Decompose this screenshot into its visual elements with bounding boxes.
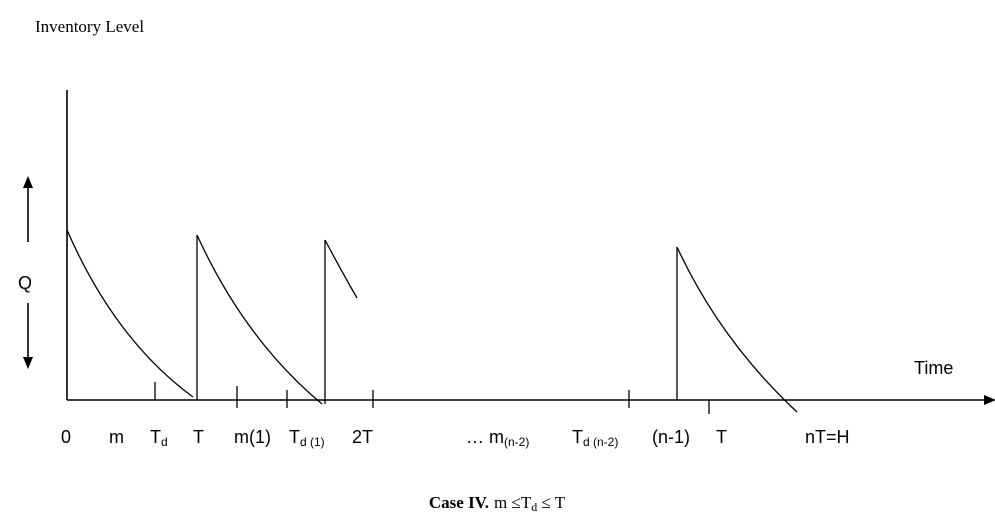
caption-condition-sub: d	[531, 500, 537, 514]
tick-label-m1: m(1)	[234, 427, 271, 447]
tick-label-0: 0	[61, 427, 71, 447]
tick-label-tdn2: Td (n-2)	[572, 427, 618, 449]
caption-condition-b: ≤ T	[537, 493, 566, 512]
tick-label-tdn2-sub: d (n-2)	[583, 435, 618, 449]
tick-label-2t: 2T	[352, 427, 373, 447]
caption: Case IV. m ≤Td ≤ T	[429, 493, 566, 514]
tick-label-td: Td	[150, 427, 168, 449]
tick-label-td1: Td (1)	[289, 427, 325, 449]
tick-label-tdn2-main: T	[572, 427, 583, 447]
cycle-n-curve	[676, 246, 798, 413]
cycle-2-curve	[196, 234, 323, 405]
tick-label-mn2: … m(n-2)	[466, 427, 529, 449]
tick-label-nt: nT=H	[805, 427, 850, 447]
tick-label-t: T	[193, 427, 204, 447]
tick-label-m: m	[109, 427, 124, 447]
cycle-3-curve	[324, 239, 358, 299]
tick-label-td1-sub: d (1)	[300, 435, 325, 449]
tick-label-td1-main: T	[289, 427, 300, 447]
tick-label-mn2-main: … m	[466, 427, 504, 447]
tick-label-td-main: T	[150, 427, 161, 447]
y-axis-label: Inventory Level	[35, 17, 144, 36]
tick-label-mn2-sub: (n-2)	[504, 435, 529, 449]
x-axis-label: Time	[914, 358, 953, 378]
quantity-label: Q	[18, 273, 32, 293]
tick-label-td-sub: d	[161, 435, 168, 449]
caption-condition-a: m ≤T	[494, 493, 532, 512]
caption-case: Case IV.	[429, 493, 489, 512]
tick-label-n1: (n-1)	[652, 427, 690, 447]
tick-label-t-last: T	[716, 427, 727, 447]
cycle-1-curve	[66, 229, 194, 398]
